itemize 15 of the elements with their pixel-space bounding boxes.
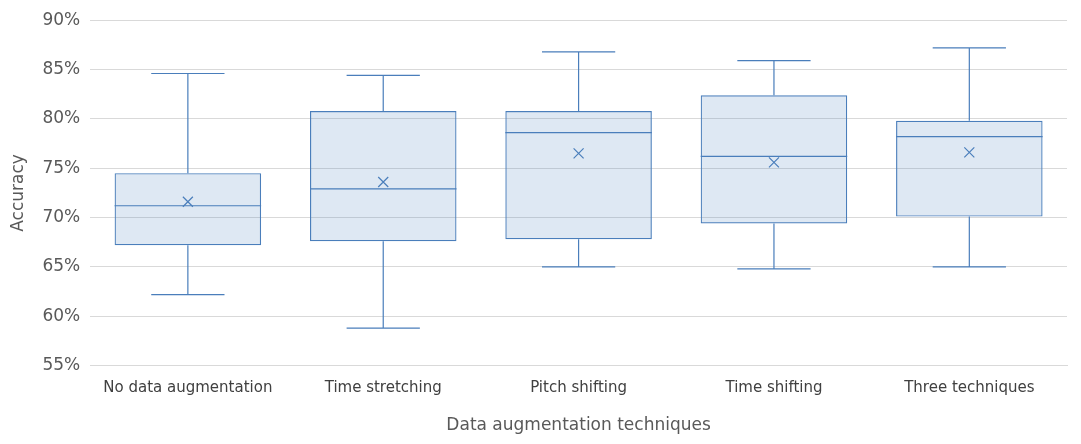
- y-axis-title: Accuracy: [6, 154, 27, 232]
- y-tick-label: 70%: [42, 205, 81, 226]
- y-tick-label: 65%: [42, 255, 81, 276]
- x-tick-label: Pitch shifting: [530, 378, 628, 397]
- y-tick-label: 55%: [42, 354, 81, 375]
- y-tick-label: 60%: [42, 304, 81, 325]
- x-tick-label: No data augmentation: [103, 378, 273, 397]
- x-tick-label: Time shifting: [724, 378, 823, 397]
- y-tick-label: 75%: [42, 156, 81, 177]
- x-axis-title: Data augmentation techniques: [446, 414, 711, 435]
- x-tick-label: Three techniques: [903, 378, 1035, 397]
- y-tick-label: 90%: [42, 8, 81, 29]
- y-tick-label: 80%: [42, 107, 81, 128]
- y-tick-label: 85%: [42, 57, 81, 78]
- x-tick-label: Time stretching: [323, 378, 442, 397]
